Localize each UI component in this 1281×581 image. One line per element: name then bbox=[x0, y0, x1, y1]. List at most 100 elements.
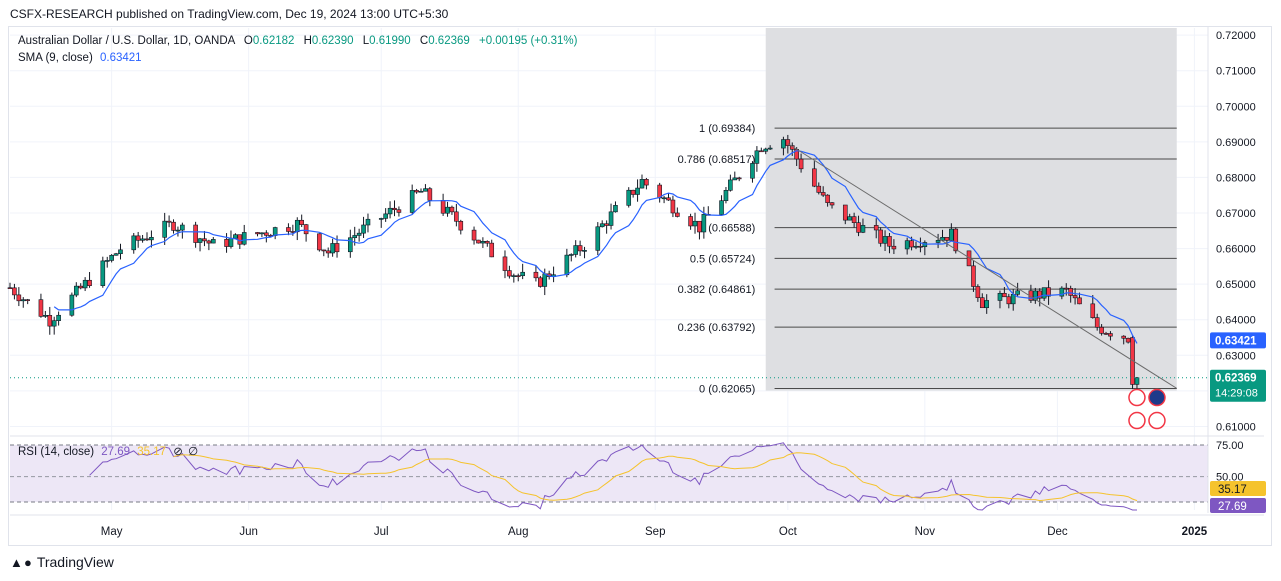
candle-down bbox=[873, 225, 879, 231]
price-tick-label: 0.61000 bbox=[1216, 421, 1256, 433]
candle-down bbox=[856, 222, 861, 233]
candle-up bbox=[149, 237, 154, 241]
candle-up bbox=[347, 237, 353, 253]
candle-up bbox=[294, 219, 300, 233]
candle-down bbox=[449, 206, 455, 213]
candle-down bbox=[202, 238, 207, 242]
candle-up bbox=[750, 163, 755, 179]
price-tick-label: 0.64000 bbox=[1216, 315, 1256, 327]
candle-down bbox=[193, 224, 198, 243]
candle-up bbox=[573, 245, 578, 255]
eye-off-icon[interactable]: ⊘ bbox=[173, 446, 183, 458]
candle-up bbox=[1010, 294, 1016, 305]
candle-down bbox=[666, 197, 671, 201]
candle-up bbox=[1015, 290, 1020, 295]
candle-down bbox=[979, 297, 985, 309]
candle-down bbox=[1037, 290, 1043, 299]
candle-up bbox=[365, 218, 371, 226]
fib-level-label: 1 (0.69384) bbox=[699, 123, 755, 135]
candle-up bbox=[445, 206, 450, 214]
candle-down bbox=[440, 200, 446, 214]
candle-down bbox=[144, 238, 150, 241]
candle-up bbox=[763, 148, 769, 152]
candle-up bbox=[162, 220, 167, 238]
candle-down bbox=[502, 256, 508, 271]
sma-value: 0.63421 bbox=[99, 52, 142, 64]
candle-down bbox=[1046, 287, 1051, 297]
candle-down bbox=[206, 240, 212, 244]
eye-off-icon-2[interactable]: ∅ bbox=[188, 446, 199, 458]
fib-level-label: 0.786 (0.68517) bbox=[678, 154, 756, 166]
candle-up bbox=[613, 205, 618, 213]
candle-down bbox=[78, 285, 84, 289]
candle-down bbox=[47, 314, 53, 327]
time-tick-label: Dec bbox=[1047, 526, 1068, 538]
candle-down bbox=[1077, 297, 1082, 305]
candle-down bbox=[38, 299, 44, 317]
fib-zone bbox=[765, 28, 1177, 391]
candle-up bbox=[732, 177, 738, 181]
candle-down bbox=[1108, 333, 1113, 337]
candle-down bbox=[1068, 288, 1073, 296]
candle-up bbox=[1041, 287, 1047, 299]
candle-up bbox=[480, 240, 486, 244]
price-tick-label: 0.68000 bbox=[1216, 172, 1256, 184]
candle-up bbox=[113, 253, 119, 256]
candle-down bbox=[166, 220, 172, 223]
candle-up bbox=[639, 179, 645, 189]
candle-up bbox=[949, 228, 954, 241]
candle-down bbox=[396, 209, 402, 213]
time-tick-label: 2025 bbox=[1182, 526, 1208, 538]
price-tick-label: 0.69000 bbox=[1216, 137, 1256, 149]
fib-level-label: 0.236 (0.63792) bbox=[678, 322, 756, 334]
candle-up bbox=[984, 300, 990, 309]
candle-down bbox=[909, 240, 914, 248]
candle-down bbox=[1099, 326, 1104, 334]
candle-up bbox=[131, 235, 137, 251]
candle-up bbox=[233, 234, 238, 239]
candle-down bbox=[918, 245, 923, 248]
ohlc-high: 0.62390 bbox=[311, 35, 354, 47]
candle-down bbox=[255, 232, 260, 235]
candle-up bbox=[82, 279, 88, 289]
candle-up bbox=[180, 224, 185, 231]
candle-down bbox=[697, 220, 702, 233]
price-tick-label: 0.66000 bbox=[1216, 244, 1256, 256]
candle-up bbox=[378, 218, 384, 220]
candle-up bbox=[781, 139, 786, 149]
candle-up bbox=[511, 275, 517, 277]
us-flag-icon bbox=[1128, 411, 1146, 430]
candles-group bbox=[7, 134, 1140, 392]
rsi-line bbox=[89, 442, 1137, 511]
candle-up bbox=[104, 260, 110, 262]
candle-down bbox=[264, 232, 269, 236]
ohlc-change: +0.00195 (+0.31%) bbox=[478, 35, 578, 47]
rsi-label: RSI (14, close) bbox=[18, 446, 95, 458]
candle-up bbox=[43, 314, 48, 317]
candle-up bbox=[241, 232, 247, 245]
candle-down bbox=[171, 221, 176, 231]
candle-down bbox=[538, 277, 543, 287]
brand-name: TradingView bbox=[36, 554, 114, 570]
ohlc-close-label: C bbox=[419, 35, 429, 47]
candle-up bbox=[356, 232, 362, 236]
candle-up bbox=[608, 211, 614, 226]
sma-badge bbox=[1210, 332, 1266, 349]
candle-up bbox=[73, 285, 79, 296]
candle-up bbox=[140, 238, 145, 241]
candle-down bbox=[1103, 333, 1109, 335]
candle-down bbox=[630, 189, 636, 195]
candle-down bbox=[1072, 295, 1078, 299]
candle-down bbox=[334, 243, 340, 253]
ohlc-low-label: L bbox=[362, 35, 370, 47]
price-tick-label: 0.70000 bbox=[1216, 101, 1256, 113]
candle-up bbox=[352, 235, 358, 239]
ohlc-low: 0.61990 bbox=[369, 35, 411, 47]
candle-down bbox=[798, 158, 804, 170]
candle-up bbox=[100, 260, 106, 286]
candle-down bbox=[820, 192, 826, 196]
fib-level-label: 0.5 (0.65724) bbox=[690, 253, 755, 265]
time-tick-label: Sep bbox=[645, 526, 665, 538]
footer: ▲ ● TradingView bbox=[10, 554, 114, 570]
